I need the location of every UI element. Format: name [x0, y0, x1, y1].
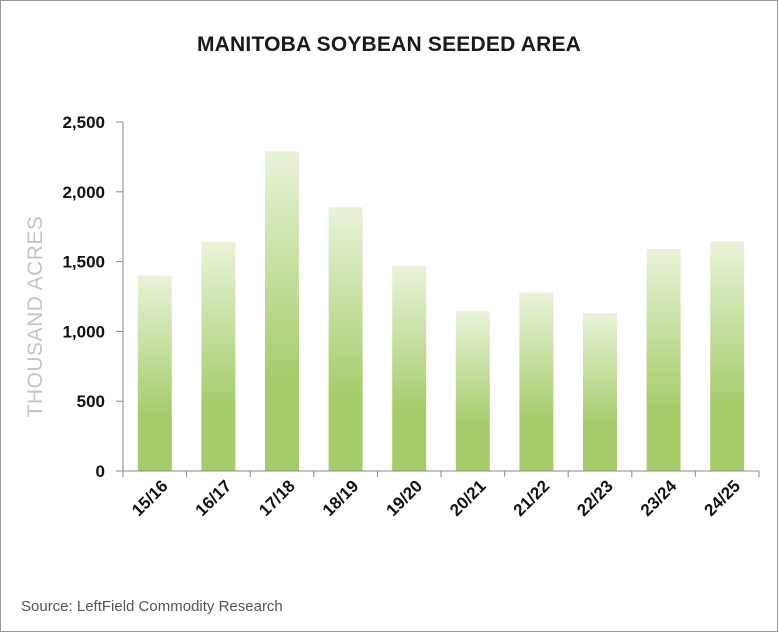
bar — [137, 275, 172, 471]
y-tick-label: 2,000 — [62, 183, 105, 202]
x-tick-label: 19/20 — [383, 476, 427, 520]
bar — [710, 241, 745, 471]
x-tick-label: 16/17 — [192, 476, 236, 520]
bar — [328, 207, 363, 471]
source-note: Source: LeftField Commodity Research — [21, 598, 283, 615]
bar — [265, 151, 299, 472]
y-tick-label: 1,000 — [62, 322, 105, 341]
x-tick-label: 17/18 — [255, 476, 299, 520]
bar — [646, 249, 681, 471]
x-tick-label: 20/21 — [446, 476, 490, 520]
y-tick-label: 1,500 — [62, 253, 105, 272]
bar — [455, 311, 490, 471]
y-axis-title: THOUSAND ACRES — [24, 216, 47, 418]
x-tick-label: 15/16 — [128, 476, 172, 520]
x-tick-label: 24/25 — [701, 476, 745, 520]
x-tick-label: 23/24 — [637, 476, 681, 520]
y-tick-label: 0 — [96, 462, 105, 481]
x-tick-label: 18/19 — [319, 476, 363, 520]
y-tick-label: 2,500 — [62, 113, 105, 132]
x-tick-label: 21/22 — [510, 476, 554, 520]
x-tick-label: 22/23 — [573, 476, 617, 520]
bar — [583, 313, 617, 471]
chart-title: MANITOBA SOYBEAN SEEDED AREA — [196, 33, 582, 56]
bar — [201, 242, 236, 471]
bar — [392, 265, 427, 471]
bar — [519, 292, 554, 471]
y-tick-label: 500 — [77, 392, 105, 411]
